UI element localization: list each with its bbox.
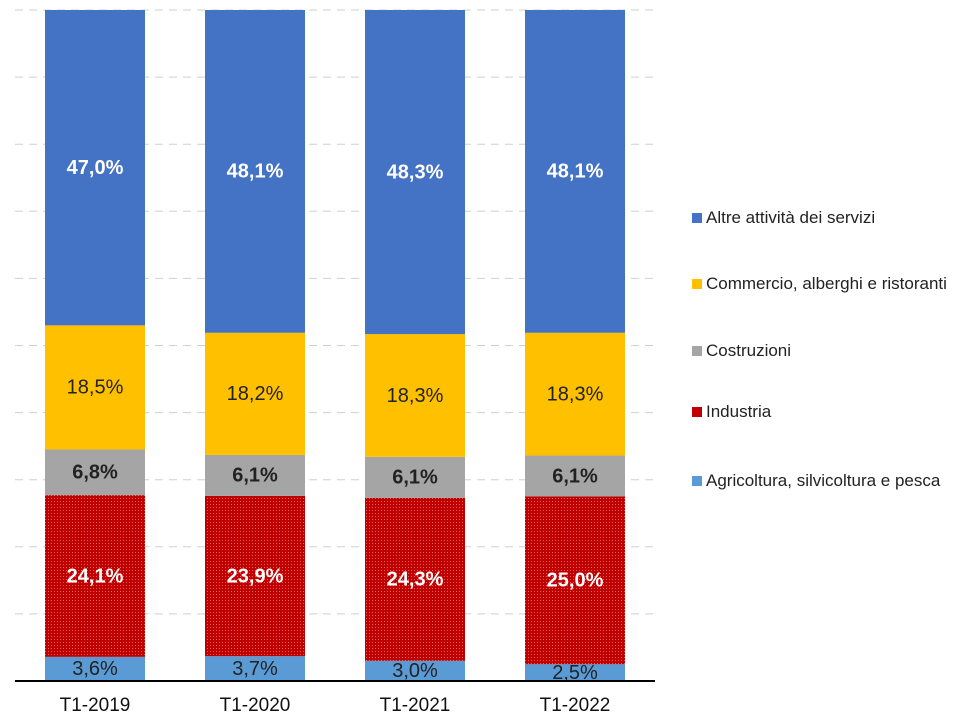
bar-segment [205, 656, 305, 681]
legend-label: Agricoltura, silvicoltura e pesca [706, 471, 941, 490]
bar-segment [525, 496, 625, 665]
data-label: 47,0% [67, 157, 124, 179]
data-label: 25,0% [547, 570, 604, 592]
data-label: 2,5% [552, 662, 598, 684]
bar-segment [205, 495, 305, 657]
data-label: 3,6% [72, 658, 118, 680]
legend-item: Agricoltura, silvicoltura e pesca [692, 470, 960, 492]
data-label: 48,1% [227, 161, 284, 183]
data-label: 18,3% [547, 383, 604, 405]
bar-segment [205, 10, 305, 333]
bar-segment [365, 334, 465, 457]
data-label: 6,8% [72, 462, 118, 484]
bar-segment [45, 10, 145, 326]
bar-segment [365, 660, 465, 681]
data-label: 6,1% [552, 465, 598, 487]
x-tick-label: T1-2020 [220, 695, 291, 716]
legend-item: Industria [692, 401, 960, 423]
data-label: 24,1% [67, 565, 124, 587]
bar-segment [365, 456, 465, 498]
legend-swatch [692, 476, 702, 486]
legend-label: Altre attività dei servizi [706, 208, 876, 227]
bar-segment [365, 497, 465, 661]
x-tick-label: T1-2019 [60, 695, 131, 716]
data-label: 18,3% [387, 385, 444, 407]
legend-item: Altre attività dei servizi [692, 207, 960, 229]
data-label: 18,5% [67, 377, 124, 399]
bar-segment [525, 664, 625, 681]
x-tick-label: T1-2022 [540, 695, 611, 716]
bar-segment [525, 332, 625, 456]
data-label: 3,0% [392, 660, 438, 682]
bar-segment [45, 495, 145, 657]
bar-segment [525, 455, 625, 497]
bar-segment [205, 332, 305, 455]
data-label: 18,2% [227, 383, 284, 405]
legend-swatch [692, 346, 702, 356]
bar-segment [45, 449, 145, 496]
data-label: 3,7% [232, 658, 278, 680]
x-tick-label: T1-2021 [380, 695, 451, 716]
legend-label: Industria [706, 402, 772, 421]
legend-item: Commercio, alberghi e ristoranti [692, 273, 960, 295]
data-label: 6,1% [232, 465, 278, 487]
bar-segment [45, 656, 145, 681]
legend-item: Costruzioni [692, 340, 960, 362]
legend-label: Commercio, alberghi e ristoranti [706, 274, 947, 293]
legend-swatch [692, 407, 702, 417]
bar-segment [525, 10, 625, 333]
legend-swatch [692, 279, 702, 289]
bar-segment [365, 10, 465, 335]
bar-segment [45, 325, 145, 450]
data-label: 48,1% [547, 161, 604, 183]
bar-segment [205, 454, 305, 496]
data-label: 24,3% [387, 569, 444, 591]
legend-label: Costruzioni [706, 341, 792, 360]
data-label: 6,1% [392, 467, 438, 489]
legend-swatch [692, 213, 702, 223]
data-label: 23,9% [227, 565, 284, 587]
data-label: 48,3% [387, 161, 444, 183]
